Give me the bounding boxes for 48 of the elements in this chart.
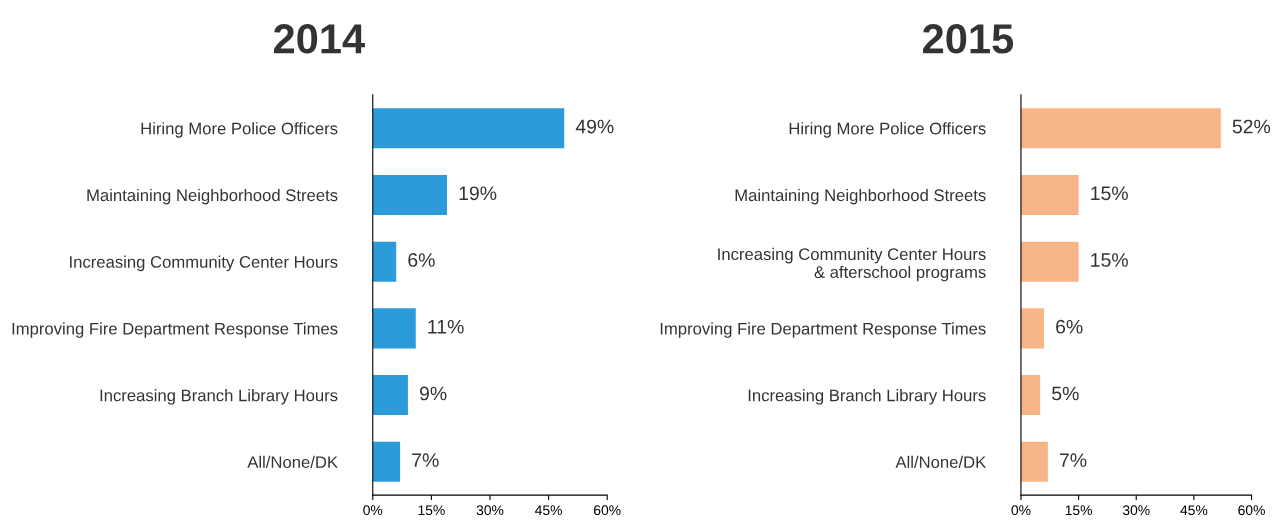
data-label: 9% bbox=[419, 386, 447, 401]
x-tick-label: 0% bbox=[1011, 505, 1031, 516]
y-tick-label: Increasing Branch Library Hours bbox=[100, 389, 338, 405]
x-tick-label: 60% bbox=[1238, 505, 1265, 516]
y-tick-label: Improving Fire Department Response Times bbox=[660, 322, 986, 338]
bar bbox=[372, 308, 416, 349]
y-tick-label: All/None/DK bbox=[895, 455, 987, 469]
x-tick-label: 60% bbox=[594, 505, 621, 516]
y-tick-label: Hiring More Police Officers bbox=[789, 122, 986, 138]
data-label: 11% bbox=[428, 319, 464, 334]
bar bbox=[1020, 441, 1048, 482]
bar bbox=[372, 108, 565, 149]
data-label: 7% bbox=[412, 453, 439, 467]
y-tick-label: Increasing Community Center Hours & afterschool programs bbox=[718, 247, 986, 282]
x-tick-label: 30% bbox=[1122, 505, 1150, 516]
data-label: 6% bbox=[408, 253, 435, 267]
y-tick-label: Maintaining Neighborhood Streets bbox=[735, 188, 986, 205]
data-label: 15% bbox=[1091, 253, 1128, 267]
y-tick-label: Maintaining Neighborhood Streets bbox=[87, 188, 338, 205]
y-tick-label: Increasing Branch Library Hours bbox=[748, 389, 986, 405]
x-tick-label: 45% bbox=[535, 505, 562, 516]
y-tick-label: Increasing Community Center Hours bbox=[70, 255, 338, 272]
x-tick-label: 15% bbox=[418, 505, 445, 516]
x-tick-label: 0% bbox=[363, 505, 383, 516]
data-label: 5% bbox=[1052, 386, 1079, 401]
x-tick-label: 45% bbox=[1180, 505, 1208, 516]
data-label: 52% bbox=[1232, 119, 1271, 134]
data-label: 7% bbox=[1059, 453, 1087, 467]
data-label: 49% bbox=[575, 119, 614, 134]
y-tick-label: All/None/DK bbox=[247, 455, 338, 469]
bar bbox=[1020, 308, 1045, 349]
data-label: 15% bbox=[1091, 186, 1128, 201]
chart-title: 2014 bbox=[273, 24, 365, 54]
data-label: 6% bbox=[1056, 319, 1083, 334]
bar bbox=[1020, 241, 1079, 282]
chart-title: 2015 bbox=[923, 24, 1014, 54]
y-tick-label: Hiring More Police Officers bbox=[141, 122, 338, 138]
bar bbox=[372, 174, 447, 215]
y-tick-label: Improving Fire Department Response Times bbox=[12, 322, 338, 338]
bar bbox=[372, 375, 408, 416]
x-tick-label: 15% bbox=[1065, 505, 1093, 516]
bar bbox=[372, 241, 397, 282]
bar bbox=[1020, 375, 1041, 416]
bar bbox=[1020, 108, 1221, 149]
x-tick-label: 30% bbox=[476, 505, 504, 516]
bar bbox=[372, 441, 401, 482]
data-label: 19% bbox=[459, 186, 497, 201]
bar bbox=[1020, 174, 1079, 215]
